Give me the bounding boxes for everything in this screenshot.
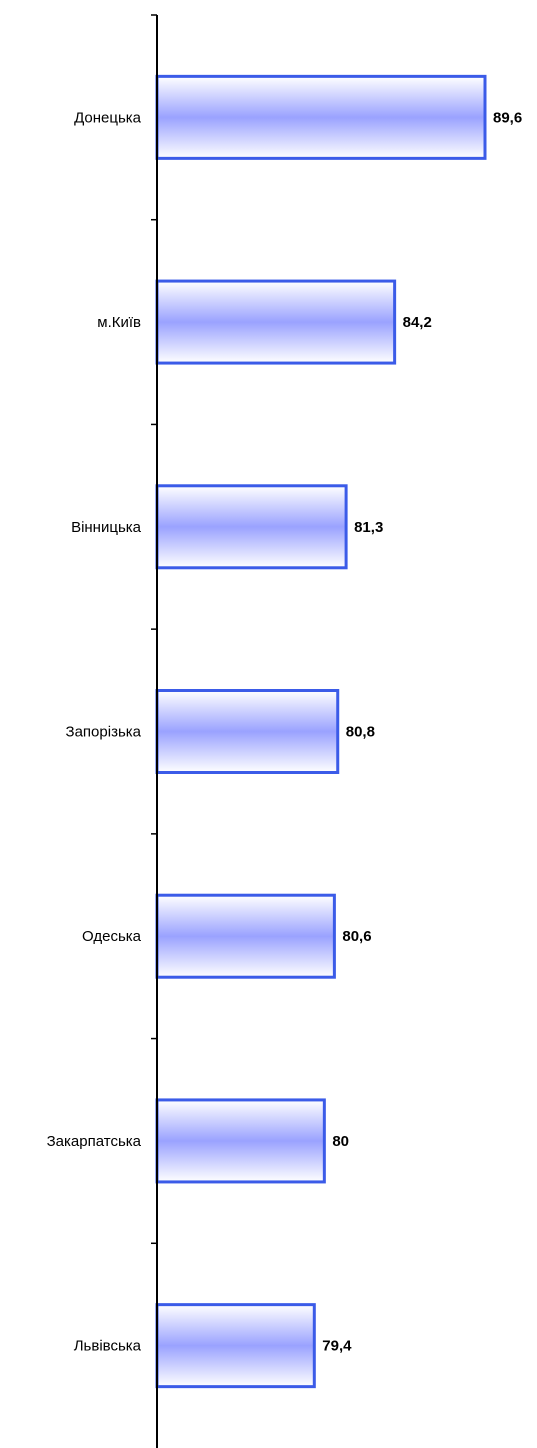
bar [155, 1098, 326, 1184]
value-label: 80,6 [342, 928, 371, 945]
bar [155, 74, 487, 160]
bars-layer [155, 74, 487, 1389]
bar [155, 689, 340, 774]
value-label: 79,4 [322, 1338, 352, 1355]
value-label: 84,2 [403, 314, 432, 331]
value-label: 80 [332, 1133, 349, 1150]
labels-layer: Донецька 89,6 м.Київ 84,2 Вінницька 81,3 Запор… [47, 109, 523, 1354]
category-label: Львівська [74, 1338, 142, 1355]
category-label: Одеська [82, 928, 142, 945]
category-axis [151, 14, 158, 1448]
value-label: 80,8 [346, 724, 375, 741]
category-label: Вінницька [71, 519, 142, 536]
bar [155, 279, 397, 365]
category-label: Донецька [74, 109, 142, 126]
value-label: 89,6 [493, 109, 522, 126]
category-label: м.Київ [97, 314, 141, 331]
bar [155, 893, 336, 979]
value-label: 81,3 [354, 519, 383, 536]
category-label: Закарпатська [47, 1133, 142, 1150]
bar [155, 1303, 316, 1389]
category-label: Запорізька [66, 724, 142, 741]
bar [155, 484, 348, 570]
